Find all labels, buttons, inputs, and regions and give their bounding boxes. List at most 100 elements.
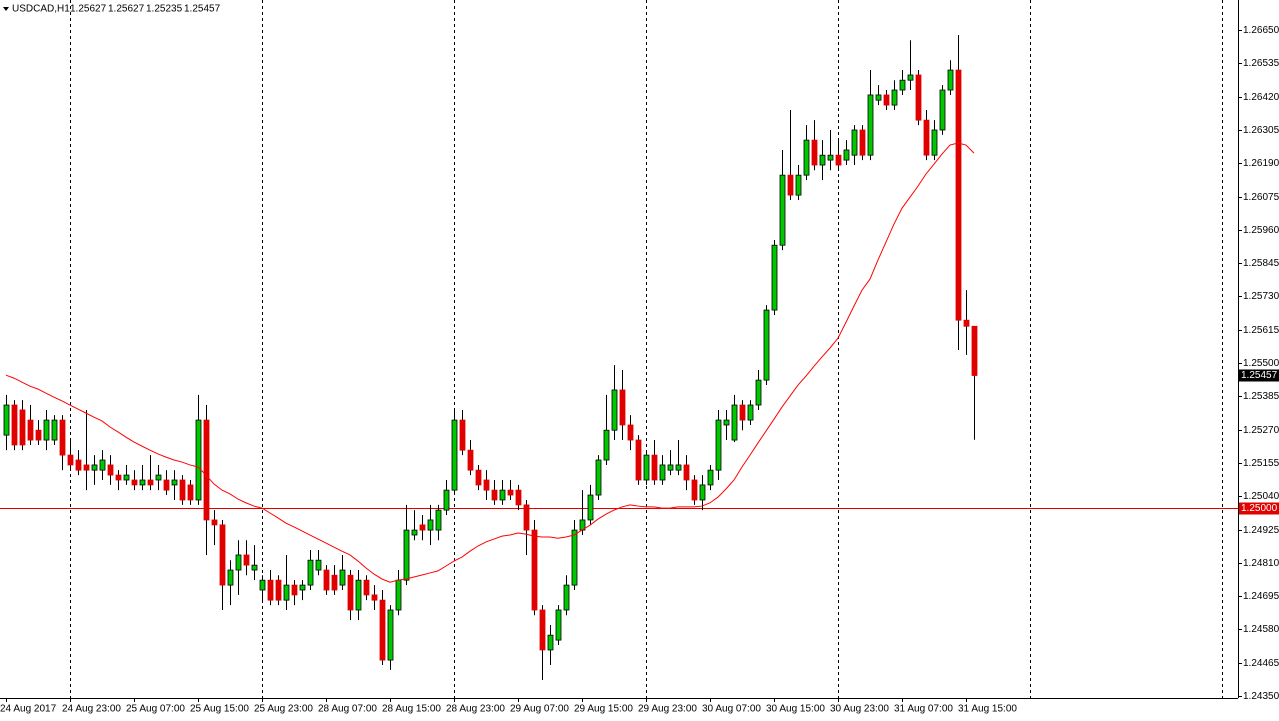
candle-body bbox=[107, 464, 114, 476]
candle-body bbox=[419, 524, 426, 531]
candle-body bbox=[619, 389, 626, 426]
candle-body bbox=[515, 489, 522, 506]
y-tick-label: 1.25730 bbox=[1243, 291, 1279, 302]
candle-body bbox=[931, 129, 938, 156]
candle-body bbox=[859, 129, 866, 156]
candle-body bbox=[923, 119, 930, 156]
candle-body bbox=[707, 469, 714, 486]
candle-body bbox=[587, 494, 594, 521]
candle-body bbox=[947, 69, 954, 91]
x-tick-label: 31 Aug 15:00 bbox=[958, 704, 1017, 715]
x-tick-label: 25 Aug 07:00 bbox=[126, 704, 185, 715]
y-tick-label: 1.24580 bbox=[1243, 624, 1279, 635]
candle-body bbox=[347, 574, 354, 611]
candle-body bbox=[675, 464, 682, 471]
candle-body bbox=[723, 419, 730, 426]
candle-body bbox=[179, 479, 186, 501]
moving-average-line bbox=[5, 142, 975, 583]
candle-body bbox=[267, 579, 274, 601]
x-tick-label: 29 Aug 15:00 bbox=[574, 704, 633, 715]
y-tick-label: 1.25385 bbox=[1243, 391, 1279, 402]
y-tick-label: 1.24695 bbox=[1243, 591, 1279, 602]
x-tick-label: 31 Aug 07:00 bbox=[894, 704, 953, 715]
y-tick-label: 1.24810 bbox=[1243, 558, 1279, 569]
candle-body bbox=[195, 419, 202, 501]
candle-body bbox=[235, 554, 242, 571]
candle-body bbox=[611, 389, 618, 431]
candle-body bbox=[459, 419, 466, 451]
x-tick-label: 25 Aug 15:00 bbox=[190, 704, 249, 715]
candle-body bbox=[811, 139, 818, 166]
candle-body bbox=[699, 484, 706, 501]
candle-body bbox=[227, 569, 234, 586]
y-tick-label: 1.25960 bbox=[1243, 225, 1279, 236]
header-high: 1.25627 bbox=[108, 4, 145, 15]
candle-body bbox=[803, 139, 810, 176]
level-label-box bbox=[1239, 502, 1279, 515]
candle-body bbox=[555, 609, 562, 641]
candle-body bbox=[203, 419, 210, 521]
candle-body bbox=[467, 449, 474, 471]
candle-body bbox=[483, 479, 490, 491]
candle-body bbox=[523, 504, 530, 531]
candle-body bbox=[571, 529, 578, 586]
candle-body bbox=[691, 479, 698, 501]
last-price-label: 1.25457 bbox=[1241, 370, 1278, 381]
candle-body bbox=[291, 584, 298, 596]
candle-body bbox=[219, 524, 226, 586]
candle-body bbox=[539, 609, 546, 651]
candle-body bbox=[835, 154, 842, 166]
candle-body bbox=[67, 454, 74, 466]
x-tick-label: 28 Aug 23:00 bbox=[446, 704, 505, 715]
candle-body bbox=[411, 529, 418, 536]
x-tick-label: 30 Aug 15:00 bbox=[766, 704, 825, 715]
candle-body bbox=[35, 429, 42, 441]
y-tick-label: 1.25040 bbox=[1243, 491, 1279, 502]
y-tick-label: 1.25270 bbox=[1243, 425, 1279, 436]
candle-body bbox=[651, 454, 658, 481]
candle-body bbox=[155, 474, 162, 481]
candle-body bbox=[683, 464, 690, 481]
x-tick-label: 28 Aug 07:00 bbox=[318, 704, 377, 715]
y-tick-label: 1.26420 bbox=[1243, 92, 1279, 103]
candle-body bbox=[635, 439, 642, 481]
symbol-menu-arrow[interactable] bbox=[3, 7, 9, 11]
x-tick-label: 24 Aug 2017 bbox=[0, 704, 57, 715]
candle-body bbox=[115, 474, 122, 481]
candle-body bbox=[667, 464, 674, 471]
candle-body bbox=[875, 94, 882, 101]
candle-body bbox=[939, 89, 946, 131]
candle-body bbox=[915, 74, 922, 121]
candle-body bbox=[19, 409, 26, 446]
x-tick-label: 29 Aug 23:00 bbox=[638, 704, 697, 715]
chart-title: USDCAD,H1 bbox=[12, 4, 70, 15]
y-tick-label: 1.24350 bbox=[1243, 691, 1279, 702]
candle-body bbox=[147, 479, 154, 486]
candle-body bbox=[211, 519, 218, 526]
candle-body bbox=[83, 464, 90, 471]
y-tick-label: 1.26190 bbox=[1243, 158, 1279, 169]
candle-body bbox=[883, 94, 890, 106]
candle-body bbox=[363, 579, 370, 596]
y-tick-label: 1.25615 bbox=[1243, 325, 1279, 336]
candle-body bbox=[99, 459, 106, 471]
candle-body bbox=[187, 484, 194, 501]
x-tick-label: 29 Aug 07:00 bbox=[510, 704, 569, 715]
candle-body bbox=[547, 634, 554, 651]
candle-body bbox=[899, 79, 906, 91]
candle-body bbox=[771, 244, 778, 311]
y-tick-label: 1.24925 bbox=[1243, 525, 1279, 536]
candle-body bbox=[243, 554, 250, 566]
candle-body bbox=[867, 94, 874, 156]
candle-body bbox=[955, 69, 962, 321]
candle-body bbox=[3, 404, 10, 436]
level-label: 1.25000 bbox=[1241, 503, 1278, 514]
y-tick-label: 1.25500 bbox=[1243, 358, 1279, 369]
y-tick-label: 1.24465 bbox=[1243, 658, 1279, 669]
last-price-box bbox=[1239, 369, 1279, 382]
candle-body bbox=[715, 419, 722, 471]
candle-body bbox=[307, 559, 314, 586]
candle-body bbox=[827, 154, 834, 161]
candle-body bbox=[907, 74, 914, 81]
